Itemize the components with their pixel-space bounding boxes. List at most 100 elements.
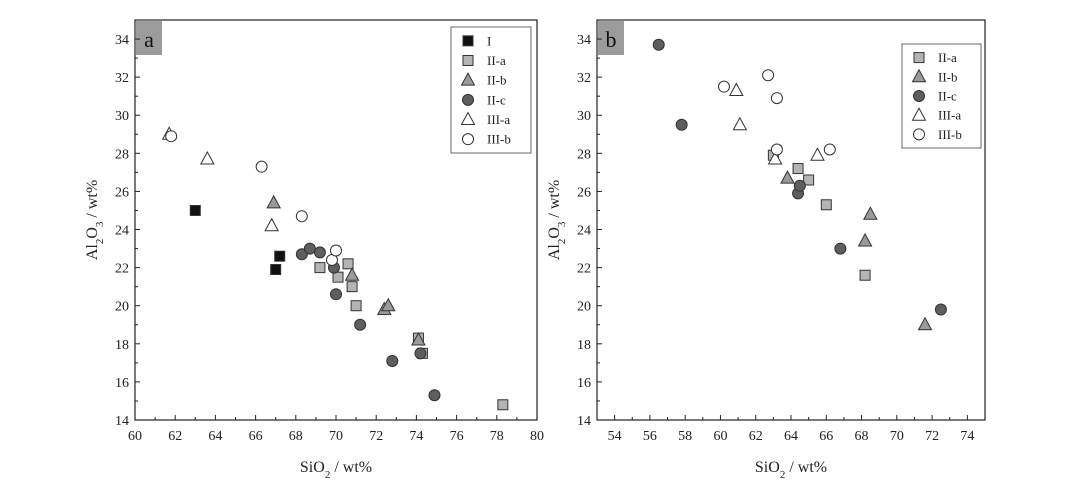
x-tick-label: 60 xyxy=(713,429,727,444)
y-tick-label: 34 xyxy=(115,33,129,48)
data-point-iii-a xyxy=(264,217,280,232)
series-i xyxy=(189,204,286,276)
data-point-ii-b xyxy=(863,206,878,220)
y-tick-label: 32 xyxy=(577,71,591,86)
legend-label-iii-a: III-a xyxy=(938,108,961,123)
x-tick-label: 54 xyxy=(608,429,622,444)
legend-label-ii-b: II-b xyxy=(938,69,958,84)
data-point-ii-b xyxy=(411,331,426,346)
data-point-ii-c xyxy=(934,303,947,316)
chart-panel-b: b 54 56 58 60 62 64 66 68 70 72 74 14 16 18 20 22 24 26 28 3… xyxy=(546,19,986,481)
y-tick-label: 26 xyxy=(115,185,129,200)
data-point-iii-b xyxy=(770,143,783,156)
data-point-ii-c xyxy=(834,242,847,255)
x-tick-label: 74 xyxy=(960,429,974,444)
data-point-iii-b xyxy=(717,80,730,93)
y-tick-label: 18 xyxy=(577,338,591,353)
data-point-ii-a xyxy=(792,163,804,175)
data-point-i xyxy=(270,264,282,276)
legend-label-ii-c: II-c xyxy=(938,89,957,104)
y-tick-label: 28 xyxy=(577,147,591,162)
series-iii-b xyxy=(165,130,342,266)
panel-label-badge xyxy=(598,21,624,55)
y-tick-label: 32 xyxy=(115,71,129,86)
series-ii-b xyxy=(266,194,426,346)
y-tick-label: 34 xyxy=(577,33,591,48)
legend-marker-iii-a xyxy=(911,107,927,121)
series-iii-a xyxy=(728,82,825,165)
data-point-iii-a xyxy=(200,150,215,165)
data-point-ii-a xyxy=(342,258,354,270)
y-tick-label: 14 xyxy=(577,414,591,429)
panel-label-badge xyxy=(136,21,162,55)
legend-marker-ii-a xyxy=(462,55,474,66)
series-ii-a xyxy=(767,149,871,281)
y-tick-label: 18 xyxy=(115,338,129,353)
data-point-ii-a xyxy=(332,271,344,283)
panel-label: a xyxy=(144,27,154,52)
legend-label-ii-b: II-b xyxy=(487,73,507,88)
y-tick-label: 24 xyxy=(577,224,591,239)
data-point-iii-b xyxy=(823,143,836,156)
data-point-ii-c xyxy=(386,354,399,367)
legend-label-ii-a: II-a xyxy=(938,50,957,65)
x-tick-label: 70 xyxy=(890,429,904,444)
legend-marker-iii-a xyxy=(460,111,476,125)
legend-marker-ii-b xyxy=(460,72,476,86)
data-point-ii-c xyxy=(303,242,316,255)
x-tick-label: 64 xyxy=(784,429,798,444)
data-point-ii-b xyxy=(344,267,360,281)
y-axis-title: Al2O3 / wt% xyxy=(546,180,568,260)
legend-marker-ii-b xyxy=(911,68,927,83)
x-tick-label: 60 xyxy=(128,429,142,444)
data-point-i xyxy=(274,250,286,262)
data-point-ii-c xyxy=(354,318,367,331)
data-point-iii-b xyxy=(762,69,775,82)
data-point-iii-b xyxy=(770,92,783,105)
data-point-ii-b xyxy=(917,316,933,331)
data-point-ii-b xyxy=(380,297,396,312)
data-point-ii-a xyxy=(350,300,362,312)
legend-marker-ii-c xyxy=(462,93,474,106)
legend-marker-ii-a xyxy=(913,52,925,64)
x-tick-label: 62 xyxy=(168,429,182,444)
data-point-ii-c xyxy=(652,38,665,51)
legend-marker-iii-b xyxy=(913,128,925,141)
data-point-ii-c xyxy=(313,246,326,259)
x-tick-label: 68 xyxy=(855,429,869,444)
y-tick-label: 22 xyxy=(577,262,591,277)
panel-label: b xyxy=(606,27,617,52)
x-tick-label: 76 xyxy=(450,429,464,444)
data-point-ii-a xyxy=(497,399,509,411)
data-point-ii-c xyxy=(330,288,342,301)
x-tick-label: 74 xyxy=(409,429,423,444)
series-ii-c xyxy=(295,242,441,402)
data-point-ii-c xyxy=(793,179,806,192)
x-axis-title: SiO2 / wt% xyxy=(755,459,827,481)
x-tick-label: 80 xyxy=(530,429,544,444)
series-ii-b xyxy=(780,170,933,331)
y-tick-label: 26 xyxy=(577,185,591,200)
legend: II-a II-b II-c III-a III-b xyxy=(901,43,982,149)
data-point-iii-b xyxy=(165,130,178,143)
data-point-ii-b xyxy=(857,232,873,247)
y-tick-label: 20 xyxy=(115,300,129,315)
y-tick-label: 28 xyxy=(115,147,129,162)
data-point-iii-b xyxy=(255,160,268,173)
data-point-iii-a xyxy=(728,82,744,96)
data-point-iii-a xyxy=(810,147,825,161)
data-point-ii-a xyxy=(346,281,358,293)
legend-marker-i xyxy=(462,35,474,47)
data-point-i xyxy=(189,204,201,216)
legend-label-iii-a: III-a xyxy=(487,112,510,127)
x-tick-label: 66 xyxy=(249,429,263,444)
x-tick-label: 58 xyxy=(678,429,692,444)
series-iii-b xyxy=(717,69,836,156)
y-tick-label: 16 xyxy=(577,376,591,391)
series-ii-a xyxy=(314,258,509,411)
data-point-ii-c xyxy=(675,118,688,131)
legend-label-ii-a: II-a xyxy=(487,53,506,68)
legend-marker-ii-c xyxy=(913,90,925,102)
